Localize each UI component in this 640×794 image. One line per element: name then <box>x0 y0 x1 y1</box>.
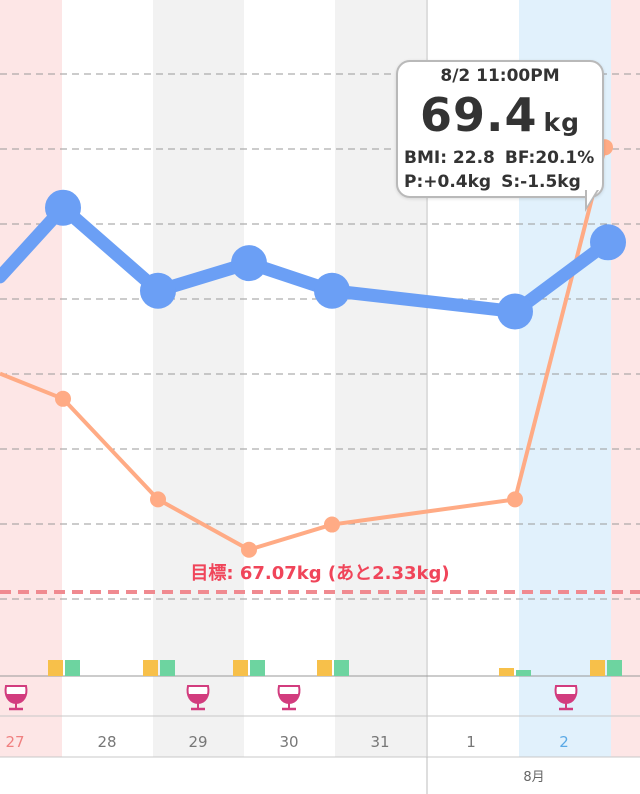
month-band <box>0 757 640 794</box>
bodyfat-point <box>507 491 523 508</box>
weight-point <box>314 272 350 309</box>
tooltip-weight: 69.4 kg <box>398 88 602 142</box>
day-column-bg <box>62 0 153 757</box>
bodyfat-point <box>241 541 257 558</box>
x-tick-label: 2 <box>559 733 569 751</box>
tooltip-bf: BF:20.1% <box>504 148 595 168</box>
wine-glass-icon <box>4 685 28 711</box>
weight-point <box>497 293 533 330</box>
tooltip-row-p-s: P:+0.4kg S:-1.5kg <box>404 172 596 192</box>
activity-marker-orange <box>233 660 248 676</box>
tooltip-bmi: BMI: 22.8 <box>404 148 495 168</box>
tooltip-row-bmi-bf: BMI: 22.8 BF:20.1% <box>404 148 596 168</box>
wine-glass-icon <box>277 685 301 711</box>
bodyfat-point <box>150 491 166 508</box>
wine-glass-icon <box>554 685 578 711</box>
wine-glass-icon <box>186 685 210 711</box>
data-tooltip: 8/2 11:00PM 69.4 kg BMI: 22.8 BF:20.1% P:+… <box>396 60 604 212</box>
activity-marker-orange <box>590 660 605 676</box>
goal-label: 目標: 67.07kg (あと2.33kg) <box>190 563 450 584</box>
activity-marker-green <box>516 670 531 676</box>
weight-point <box>231 245 267 282</box>
x-tick-label: 1 <box>466 733 476 751</box>
day-column-bg <box>153 0 244 757</box>
activity-marker-green <box>607 660 622 676</box>
month-label: 8月 <box>523 770 545 785</box>
x-tick-label: 29 <box>188 733 207 751</box>
activity-marker-orange <box>317 660 332 676</box>
weight-point <box>590 224 626 261</box>
activity-marker-orange <box>48 660 63 676</box>
day-column-bg <box>611 0 640 757</box>
weight-point <box>140 272 176 309</box>
bodyfat-point <box>55 390 71 407</box>
x-tick-label: 27 <box>5 733 24 751</box>
activity-marker-green <box>250 660 265 676</box>
activity-marker-green <box>65 660 80 676</box>
tooltip-datetime: 8/2 11:00PM <box>440 66 560 86</box>
activity-marker-green <box>334 660 349 676</box>
activity-marker-orange <box>499 668 514 676</box>
activity-marker-green <box>160 660 175 676</box>
bodyfat-point <box>324 516 340 533</box>
day-column-bg <box>244 0 335 757</box>
activity-marker-orange <box>143 660 158 676</box>
tooltip-p: P:+0.4kg <box>404 172 492 192</box>
x-tick-label: 30 <box>279 733 298 751</box>
tooltip-weight-unit: kg <box>543 108 581 137</box>
tooltip-s: S:-1.5kg <box>501 172 581 192</box>
weight-point <box>45 189 81 226</box>
x-tick-label: 28 <box>97 733 116 751</box>
tooltip-weight-value: 69.4 <box>419 88 538 142</box>
x-tick-label: 31 <box>370 733 389 751</box>
